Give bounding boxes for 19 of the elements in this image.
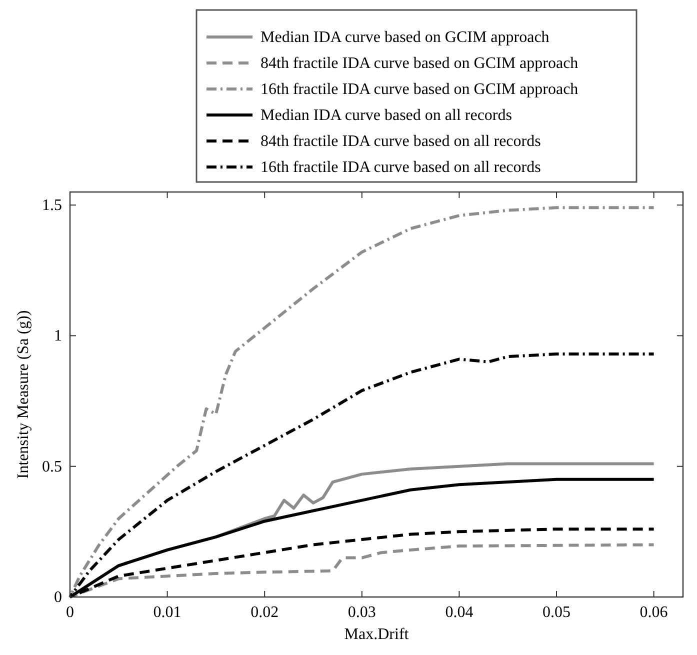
x-tick-label: 0.01 xyxy=(153,604,182,621)
x-tick-label: 0 xyxy=(66,604,74,621)
x-axis-title: Max.Drift xyxy=(344,626,410,643)
x-tick-label: 0.05 xyxy=(542,604,571,621)
x-tick-label: 0.03 xyxy=(348,604,376,621)
x-tick-label: 0.04 xyxy=(445,604,474,621)
x-tick-label: 0.06 xyxy=(640,604,668,621)
legend-label: 16th fractile IDA curve based on all records xyxy=(260,159,541,176)
y-tick-label: 0.5 xyxy=(42,458,62,476)
legend-label: 84th fractile IDA curve based on GCIM approach xyxy=(260,55,578,72)
legend-label: Median IDA curve based on all records xyxy=(260,107,512,124)
y-axis-title: Intensity Measure (Sa (g)) xyxy=(15,310,32,479)
y-tick-label: 1 xyxy=(54,328,62,345)
x-tick-label: 0.02 xyxy=(250,604,279,621)
legend-label: 16th fractile IDA curve based on GCIM approach xyxy=(260,81,578,98)
legend-label: Median IDA curve based on GCIM approach xyxy=(260,29,550,46)
legend-label: 84th fractile IDA curve based on all records xyxy=(260,133,541,150)
y-tick-label: 0 xyxy=(54,589,62,606)
y-tick-label: 1.5 xyxy=(42,197,62,214)
